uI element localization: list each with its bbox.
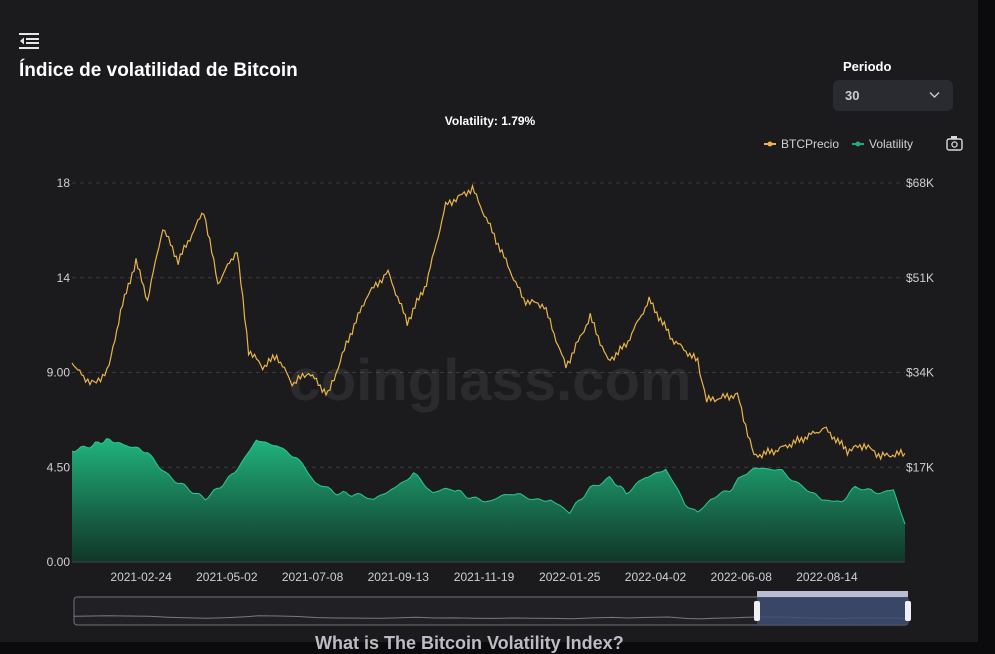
y-left-tick-label: 9.00 (47, 366, 71, 380)
x-tick-label: 2022-06-08 (711, 570, 773, 584)
camera-icon[interactable] (946, 136, 963, 151)
legend-label: Volatility (869, 137, 913, 151)
price-line (71, 183, 906, 461)
volatility-chart: Volatility: 1.79% BTCPrecio Volatility 0.00… (47, 114, 963, 626)
navigator-handle-right[interactable] (905, 601, 911, 621)
navigator-selection[interactable] (757, 597, 908, 625)
navigator-drag-bar[interactable] (757, 591, 908, 597)
period-select[interactable]: 30 (833, 80, 953, 111)
legend-label: BTCPrecio (781, 137, 839, 151)
page-scrollbar[interactable] (978, 0, 995, 642)
x-tick-label: 2021-09-13 (368, 570, 430, 584)
legend-item: BTCPrecio (764, 137, 839, 151)
x-tick-label: 2022-08-14 (796, 570, 858, 584)
y-right-tick-label: $51K (906, 271, 934, 285)
y-left-tick-label: 4.50 (47, 460, 71, 474)
y-right-tick-label: $68K (906, 176, 934, 190)
y-right-tick-label: $34K (906, 366, 934, 380)
period-select-value: 30 (845, 88, 860, 103)
y-left-tick-label: 0.00 (47, 555, 71, 569)
legend-item: Volatility (852, 137, 913, 151)
watermark: coinglass.com (289, 348, 692, 413)
range-navigator (73, 591, 911, 626)
x-tick-label: 2021-02-24 (110, 570, 172, 584)
y-left-tick-label: 14 (57, 271, 71, 285)
section-heading: What is The Bitcoin Volatility Index? (315, 633, 624, 653)
y-left-tick-label: 18 (57, 176, 71, 190)
volatility-line (71, 438, 906, 525)
volatility-area (72, 438, 905, 562)
chevron-down-icon (929, 92, 940, 98)
x-tick-label: 2022-04-02 (625, 570, 687, 584)
x-tick-label: 2022-01-25 (539, 570, 601, 584)
chart-subtitle: Volatility: 1.79% (445, 114, 536, 128)
legend-dot (767, 141, 773, 147)
page-title: Índice de volatilidad de Bitcoin (19, 60, 298, 81)
navigator-handle-left[interactable] (754, 601, 760, 621)
x-tick-label: 2021-11-19 (454, 570, 515, 584)
period-label: Periodo (843, 59, 892, 74)
x-tick-label: 2021-07-08 (282, 570, 344, 584)
x-tick-label: 2021-05-02 (196, 570, 258, 584)
collapse-menu-icon[interactable] (19, 33, 39, 49)
y-right-tick-label: $17K (906, 460, 934, 474)
legend-dot (855, 141, 861, 147)
